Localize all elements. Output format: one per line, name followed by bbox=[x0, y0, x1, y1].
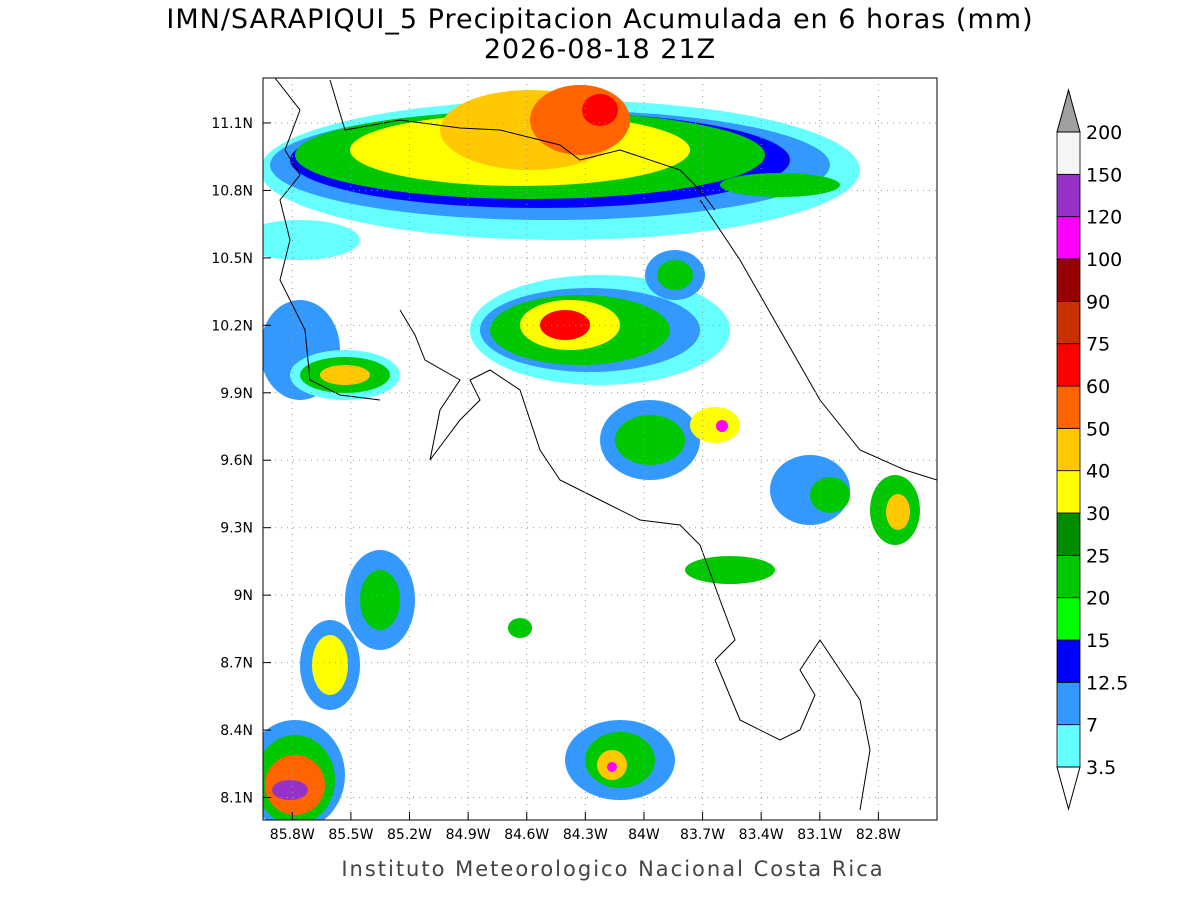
colorbar-segment bbox=[1056, 216, 1081, 260]
y-tick-label: 8.7N bbox=[220, 656, 253, 672]
x-tick-label: 84.6W bbox=[504, 827, 549, 843]
colorbar-segment bbox=[1056, 470, 1081, 514]
colorbar-label: 3.5 bbox=[1086, 757, 1116, 779]
map-frame bbox=[262, 77, 938, 821]
x-tick-label: 84W bbox=[628, 827, 660, 843]
colorbar-label: 200 bbox=[1086, 122, 1122, 144]
colorbar-segment bbox=[1056, 300, 1081, 345]
x-tick-label: 85.2W bbox=[387, 827, 432, 843]
subtitle: 2026-08-18 21Z bbox=[484, 34, 716, 65]
colorbar-label: 7 bbox=[1086, 715, 1098, 737]
colorbar-label: 12.5 bbox=[1086, 672, 1128, 694]
colorbar-segment bbox=[1056, 131, 1081, 175]
colorbar-label: 50 bbox=[1086, 418, 1110, 440]
colorbar-label: 150 bbox=[1086, 164, 1122, 186]
colorbar-segment bbox=[1056, 597, 1081, 641]
title: IMN/SARAPIQUI_5 Precipitacion Acumulada … bbox=[166, 4, 1033, 35]
colorbar-segment bbox=[1056, 724, 1081, 768]
y-tick-label: 11.1N bbox=[211, 116, 253, 132]
colorbar-segment bbox=[1056, 343, 1081, 387]
coastlines bbox=[274, 78, 937, 811]
x-tick-label: 83.1W bbox=[797, 827, 842, 843]
colorbar-label: 20 bbox=[1086, 588, 1110, 610]
x-tick-label: 85.5W bbox=[328, 827, 373, 843]
precipitation-field bbox=[263, 78, 937, 820]
rain-north bbox=[263, 85, 860, 260]
colorbar-label: 100 bbox=[1086, 249, 1122, 271]
y-tick-label: 10.8N bbox=[211, 183, 253, 199]
x-tick-label: 84.9W bbox=[446, 827, 491, 843]
colorbar-label: 30 bbox=[1086, 503, 1110, 525]
colorbar-segment bbox=[1056, 554, 1081, 599]
y-tick-label: 9.6N bbox=[220, 453, 253, 469]
footer: Instituto Meteorologico Nacional Costa R… bbox=[341, 857, 884, 881]
y-tick-label: 9.3N bbox=[220, 521, 253, 537]
colorbar-over bbox=[1056, 88, 1081, 133]
y-tick-label: 10.2N bbox=[211, 318, 253, 334]
x-tick-label: 84.3W bbox=[563, 827, 608, 843]
colorbar-segment bbox=[1056, 512, 1081, 556]
colorbar-segment bbox=[1056, 681, 1081, 726]
colorbar-label: 90 bbox=[1086, 291, 1110, 313]
colorbar-label: 15 bbox=[1086, 630, 1110, 652]
y-tick-label: 8.1N bbox=[220, 791, 253, 807]
colorbar-segment bbox=[1056, 258, 1081, 302]
colorbar-label: 60 bbox=[1086, 376, 1110, 398]
y-tick-label: 9.9N bbox=[220, 386, 253, 402]
colorbar-label: 40 bbox=[1086, 461, 1110, 483]
colorbar-segment bbox=[1056, 427, 1081, 472]
y-tick-label: 9N bbox=[234, 588, 253, 604]
colorbar-label: 120 bbox=[1086, 207, 1122, 229]
rain-central bbox=[263, 250, 920, 584]
colorbar-segment bbox=[1056, 173, 1081, 218]
y-tick-label: 10.5N bbox=[211, 251, 253, 267]
colorbar-label: 75 bbox=[1086, 334, 1110, 356]
x-tick-label: 85.8W bbox=[270, 827, 315, 843]
colorbar-label: 25 bbox=[1086, 545, 1110, 567]
y-tick-label: 8.4N bbox=[220, 723, 253, 739]
colorbar-segment bbox=[1056, 639, 1081, 683]
colorbar-under bbox=[1056, 766, 1081, 811]
x-tick-label: 83.7W bbox=[680, 827, 725, 843]
x-tick-label: 82.8W bbox=[856, 827, 901, 843]
rain-south bbox=[263, 550, 675, 820]
x-tick-label: 83.4W bbox=[739, 827, 784, 843]
colorbar-segment bbox=[1056, 385, 1081, 429]
